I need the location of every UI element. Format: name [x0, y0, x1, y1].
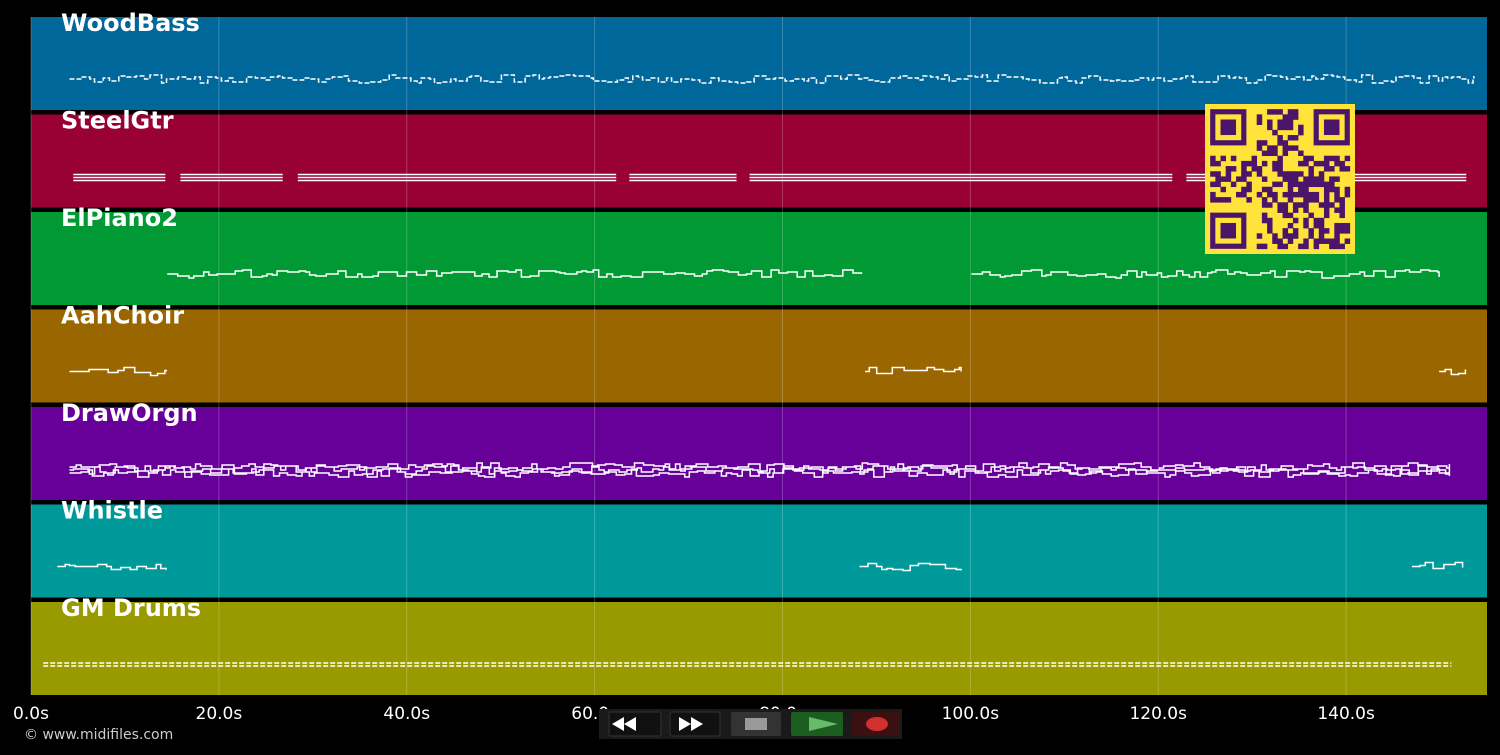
note-group: [73, 173, 166, 182]
track-name: AahChoir: [61, 302, 184, 330]
note-group: [749, 173, 1173, 182]
note-group: [69, 462, 1451, 478]
x-tick-label: 120.0s: [1129, 704, 1187, 724]
record-button[interactable]: [852, 712, 900, 736]
note-group: [69, 74, 1475, 84]
note-group: [971, 269, 1440, 279]
note-group: [865, 366, 962, 375]
qr-code: [1205, 104, 1355, 254]
note-group: [1439, 368, 1467, 376]
note-group: [167, 269, 863, 279]
x-tick-label: 0.0s: [13, 704, 49, 724]
x-tick-label: 100.0s: [942, 704, 1000, 724]
play-button[interactable]: [791, 712, 843, 736]
transport-controls: [599, 709, 902, 739]
track-name: GM Drums: [61, 594, 201, 622]
track-lane: [31, 309, 1487, 403]
note-group: [43, 662, 1452, 667]
x-tick-label: 20.0s: [196, 704, 243, 724]
note-group: [57, 563, 167, 571]
track-name: DrawOrgn: [61, 399, 198, 427]
fast-forward-button[interactable]: [669, 711, 721, 737]
stop-button[interactable]: [731, 712, 781, 736]
x-tick-label: 40.0s: [383, 704, 430, 724]
note-group: [297, 173, 617, 182]
note-group: [629, 173, 737, 182]
footer: © www.midifiles.com: [24, 727, 173, 743]
track-name: SteelGtr: [61, 107, 174, 135]
track-lane: [31, 17, 1487, 110]
track-lane: [31, 504, 1487, 598]
note-group: [69, 366, 168, 377]
track-lane: [31, 602, 1487, 695]
track-name: Whistle: [61, 497, 163, 525]
x-tick-label: 140.0s: [1317, 704, 1375, 724]
track-name: WoodBass: [61, 9, 200, 37]
note-group: [180, 173, 283, 182]
track-lane: [31, 407, 1487, 500]
track-name: ElPiano2: [61, 204, 178, 232]
note-group: [1411, 561, 1464, 570]
rewind-button[interactable]: [608, 711, 662, 737]
note-group: [859, 562, 962, 572]
